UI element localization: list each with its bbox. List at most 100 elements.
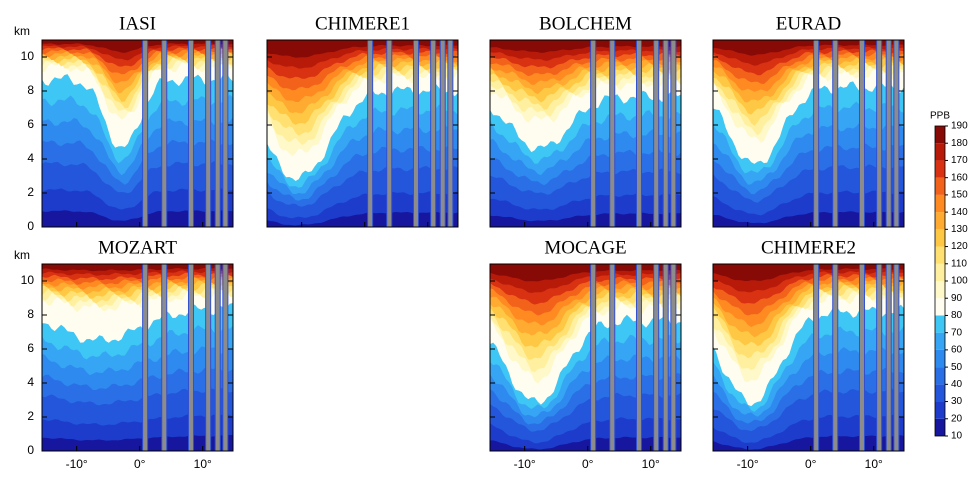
data-gap <box>877 264 882 451</box>
colorbar-segment <box>935 160 945 178</box>
data-gap <box>431 40 436 227</box>
colorbar-segment <box>935 332 945 350</box>
colorbar-segment <box>935 177 945 195</box>
colorbar-tick-label: 70 <box>951 327 963 338</box>
data-gap <box>215 40 220 227</box>
data-gap <box>814 264 819 451</box>
colorbar-tick-label: 130 <box>951 224 968 235</box>
colorbar-segment <box>935 367 945 385</box>
data-gap <box>143 264 148 451</box>
panel-frame <box>712 263 905 452</box>
y-tick-label: 2 <box>27 409 34 423</box>
x-tick-label: 10° <box>194 457 212 471</box>
colorbar-segment <box>935 143 945 161</box>
data-gap <box>663 264 668 451</box>
contour-band <box>267 40 458 58</box>
data-gap <box>886 264 891 451</box>
colorbar-segment <box>935 298 945 316</box>
y-tick-label: 10 <box>21 49 35 63</box>
colorbar-tick-label: 190 <box>951 121 968 132</box>
data-gap <box>663 40 668 227</box>
colorbar-tick-label: 60 <box>951 345 963 356</box>
data-gap <box>814 40 819 227</box>
colorbar-tick-label: 150 <box>951 190 968 201</box>
y-tick-label: 6 <box>27 117 34 131</box>
colorbar-tick-label: 10 <box>951 431 963 442</box>
data-gap <box>654 264 659 451</box>
panel-frame <box>489 263 682 452</box>
data-gap <box>215 264 220 451</box>
colorbar-tick-label: 180 <box>951 138 968 149</box>
panel-frame <box>489 39 682 228</box>
contour-band <box>490 264 681 282</box>
panel-title: EURAD <box>776 13 841 34</box>
y-axis-label: km <box>14 24 30 38</box>
colorbar-tick-label: 170 <box>951 155 968 166</box>
colorbar-segment <box>935 212 945 230</box>
contour-band <box>42 264 233 272</box>
contour-panel <box>42 40 233 227</box>
colorbar-tick-label: 160 <box>951 172 968 183</box>
data-gap <box>368 40 373 227</box>
colorbar-segment <box>935 349 945 368</box>
data-gap <box>636 264 641 451</box>
y-tick-label: 4 <box>27 151 34 165</box>
colorbar-tick-label: 110 <box>951 258 967 269</box>
data-gap <box>223 264 228 451</box>
panel-title: CHIMERE1 <box>315 13 410 34</box>
data-gap <box>223 40 228 227</box>
contour-panel <box>490 264 681 451</box>
colorbar-segment <box>935 384 945 402</box>
data-gap <box>188 264 193 451</box>
x-tick-label: -10° <box>66 457 88 471</box>
y-tick-label: 0 <box>27 219 34 233</box>
y-tick-label: 0 <box>27 443 34 457</box>
contour-panel <box>713 264 904 451</box>
y-tick-label: 10 <box>21 273 35 287</box>
data-gap <box>886 40 891 227</box>
y-tick-label: 4 <box>27 375 34 389</box>
panel-frame <box>41 39 234 228</box>
data-gap <box>591 264 596 451</box>
data-gap <box>591 40 596 227</box>
contour-panel <box>267 40 458 227</box>
panel-title: BOLCHEM <box>539 13 632 34</box>
contour-band <box>490 40 681 53</box>
colorbar-tick-label: 40 <box>951 379 963 390</box>
data-gap <box>448 40 453 227</box>
x-tick-label: -10° <box>514 457 536 471</box>
colorbar-tick-label: 50 <box>951 362 963 373</box>
data-gap <box>206 40 211 227</box>
x-tick-label: 10° <box>865 457 883 471</box>
data-gap <box>387 40 392 227</box>
data-gap <box>206 264 211 451</box>
colorbar-segment <box>935 229 945 247</box>
colorbar-segment <box>935 281 945 299</box>
contour-band <box>713 264 904 281</box>
panel-title: MOZART <box>98 237 177 258</box>
panel-frame <box>41 263 234 452</box>
data-gap <box>654 40 659 227</box>
colorbar-tick-label: 80 <box>951 310 963 321</box>
colorbar-segment <box>935 126 945 144</box>
x-tick-label: -10° <box>737 457 759 471</box>
colorbar-tick-label: 140 <box>951 207 968 218</box>
data-gap <box>188 40 193 227</box>
colorbar-segment <box>935 246 945 264</box>
data-gap <box>859 40 864 227</box>
data-gap <box>636 40 641 227</box>
y-axis-label: km <box>14 248 30 262</box>
data-gap <box>610 264 615 451</box>
colorbar-segment <box>935 315 945 333</box>
colorbar-tick-label: 20 <box>951 413 963 424</box>
colorbar-tick-label: 30 <box>951 396 963 407</box>
colorbar-tick-label: 120 <box>951 241 968 252</box>
data-gap <box>877 40 882 227</box>
x-tick-label: 10° <box>642 457 660 471</box>
y-tick-label: 8 <box>27 307 34 321</box>
x-tick-label: 0° <box>805 457 817 471</box>
data-gap <box>413 40 418 227</box>
panel-title: IASI <box>119 13 156 34</box>
contour-band <box>42 40 233 53</box>
